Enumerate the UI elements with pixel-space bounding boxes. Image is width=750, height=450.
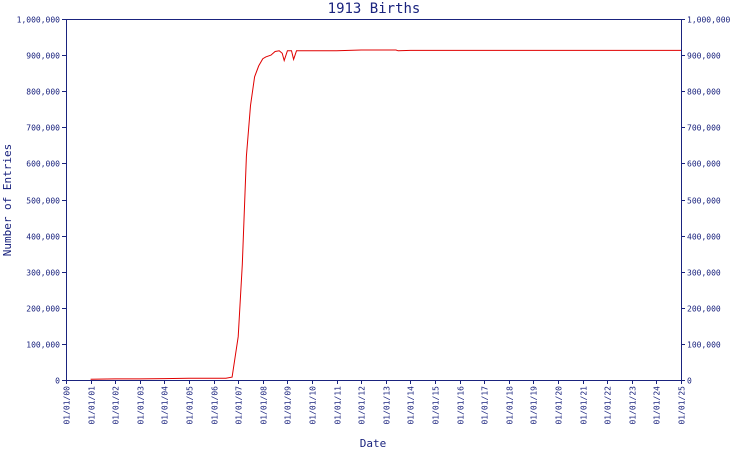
- x-tick-label: 01/01/23: [629, 386, 638, 425]
- y-tick-label-left: 700,000: [26, 124, 60, 133]
- y-tick-label-right: 100,000: [687, 341, 721, 350]
- x-tick-label: 01/01/01: [88, 386, 97, 425]
- x-tick-label: 01/01/09: [284, 386, 293, 425]
- x-tick-label: 01/01/24: [653, 386, 662, 425]
- series-line: [90, 49, 681, 380]
- y-tick-label-left: 500,000: [26, 197, 60, 206]
- y-tick-label-right: 500,000: [687, 197, 721, 206]
- y-tick-label-left: 300,000: [26, 269, 60, 278]
- x-tick-label: 01/01/07: [235, 386, 244, 425]
- x-tick-label: 01/01/08: [260, 386, 269, 425]
- y-tick-label-left: 800,000: [26, 88, 60, 97]
- x-tick-label: 01/01/10: [309, 386, 318, 425]
- x-tick-label: 01/01/17: [481, 386, 490, 425]
- y-tick-label-right: 200,000: [687, 305, 721, 314]
- x-tick-label: 01/01/04: [161, 386, 170, 425]
- x-tick-label: 01/01/06: [211, 386, 220, 425]
- x-tick-label: 01/01/14: [407, 386, 416, 425]
- y-tick-label-right: 800,000: [687, 88, 721, 97]
- y-axis-right: 0 100,000 200,000 300,000 400,000 500,000 600,…: [681, 16, 731, 386]
- y-tick-label-left: 0: [55, 377, 60, 386]
- x-tick-label: 01/01/11: [334, 386, 343, 425]
- x-tick-label: 01/01/05: [186, 386, 195, 425]
- y-tick-label-right: 300,000: [687, 269, 721, 278]
- x-tick-label: 01/01/12: [358, 386, 367, 425]
- x-tick-label: 01/01/18: [506, 386, 515, 425]
- plot-frame: [66, 19, 682, 381]
- series-group: [90, 49, 681, 380]
- x-tick-label: 01/01/15: [432, 386, 441, 425]
- y-tick-label-left: 200,000: [26, 305, 60, 314]
- x-axis: 01/01/00 01/01/01 01/01/02 01/01/03 01/01/04…: [63, 380, 687, 425]
- y-tick-label-right: 700,000: [687, 124, 721, 133]
- x-tick-label: 01/01/16: [457, 386, 466, 425]
- x-tick-label: 01/01/22: [604, 386, 613, 425]
- y-tick-label-left: 600,000: [26, 160, 60, 169]
- x-tick-label: 01/01/03: [137, 386, 146, 425]
- x-tick-label: 01/01/19: [530, 386, 539, 425]
- y-tick-label-left: 400,000: [26, 233, 60, 242]
- x-tick-label: 01/01/20: [555, 386, 564, 425]
- x-tick-label: 01/01/02: [112, 386, 121, 425]
- y-tick-label-right: 600,000: [687, 160, 721, 169]
- y-tick-label-right: 400,000: [687, 233, 721, 242]
- y-tick-label-right: 1,000,000: [687, 16, 731, 25]
- y-tick-label-right: 0: [687, 377, 692, 386]
- y-tick-label-left: 1,000,000: [17, 16, 61, 25]
- y-tick-label-left: 900,000: [26, 52, 60, 61]
- x-tick-label: 01/01/25: [678, 386, 687, 425]
- x-tick-label: 01/01/21: [580, 386, 589, 425]
- y-tick-label-left: 100,000: [26, 341, 60, 350]
- y-axis-label: Number of Entries: [1, 144, 14, 257]
- x-tick-label: 01/01/13: [383, 386, 392, 425]
- y-axis-left: 0 100,000 200,000 300,000 400,000 500,000 600,…: [17, 16, 66, 386]
- y-tick-label-right: 900,000: [687, 52, 721, 61]
- x-axis-label: Date: [360, 437, 387, 450]
- x-tick-label: 01/01/00: [63, 386, 72, 425]
- chart-title: 1913 Births: [328, 1, 421, 17]
